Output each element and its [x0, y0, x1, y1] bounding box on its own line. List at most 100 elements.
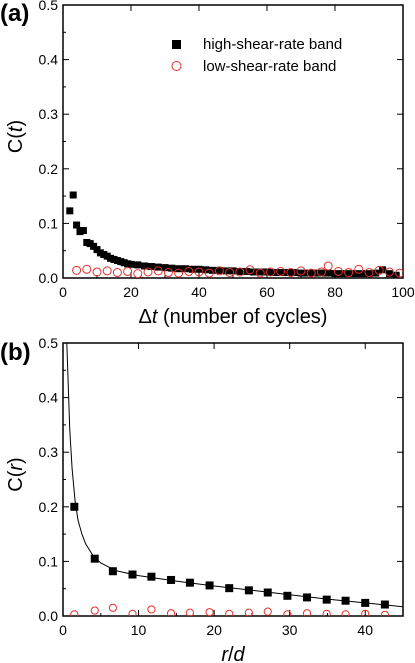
data-point-low-shear [82, 264, 92, 274]
data-point-high-shear [311, 269, 319, 277]
data-point-low-shear [184, 266, 194, 276]
x-tick-label: 100 [391, 284, 415, 300]
data-point-low-shear [364, 268, 374, 278]
data-point-low-shear [133, 269, 143, 278]
data-point-low-shear [214, 266, 224, 276]
data-point-high-shear [256, 268, 264, 276]
data-point-high-shear [168, 264, 176, 272]
y-tick-label: 0.0 [39, 270, 59, 286]
data-point-low-shear [276, 266, 286, 276]
y-tick-label: 0.4 [39, 390, 59, 406]
data-point-low-shear [380, 610, 389, 616]
data-point-high-shear [161, 264, 169, 272]
data-point-low-shear [384, 267, 394, 277]
x-tick-label: 80 [327, 284, 343, 300]
data-point-low-shear [147, 605, 156, 614]
y-tick-label: 0.4 [39, 52, 59, 68]
data-point-low-shear [166, 609, 176, 616]
data-point-low-shear [341, 610, 350, 616]
x-axis-label-part: t [152, 306, 159, 328]
data-point-low-shear [185, 608, 195, 616]
data-point-low-shear [235, 267, 245, 277]
data-point-high-shear [147, 572, 156, 581]
y-axis-label-part: ) [5, 120, 27, 127]
data-point-low-shear [374, 265, 384, 275]
data-point-high-shear [379, 266, 387, 274]
y-tick-label: 0.5 [39, 0, 59, 13]
data-point-low-shear [204, 268, 214, 278]
data-point-low-shear [361, 609, 370, 616]
x-axis-label: Δt (number of cycles) [139, 306, 328, 328]
x-tick-label: 20 [123, 284, 139, 300]
plot-area [66, 191, 403, 278]
y-axis-label-part: t [5, 125, 27, 132]
legend-marker-low-shear [171, 61, 182, 71]
data-point-low-shear [174, 268, 184, 278]
data-point-high-shear [90, 554, 99, 563]
data-point-low-shear [244, 608, 253, 616]
panel-label: (b) [0, 339, 31, 366]
x-axis-label: r/d [221, 644, 245, 663]
y-tick-label: 0.2 [39, 161, 59, 177]
data-point-low-shear [128, 609, 137, 616]
x-tick-label: 0 [59, 284, 67, 300]
data-point-low-shear [302, 609, 312, 616]
y-axis-label: C(r) [5, 457, 27, 491]
x-tick-label: 10 [131, 622, 147, 638]
y-tick-label: 0.0 [39, 608, 59, 624]
data-point-low-shear [153, 266, 163, 276]
data-point-high-shear [324, 269, 332, 277]
data-point-high-shear [358, 270, 366, 278]
data-point-high-shear [351, 270, 359, 278]
x-axis-label-part: (number of cycles) [157, 306, 327, 328]
panel-b: 0 10 20 30 400.00.10.20.30.40.5(b)r/dC(r) [0, 335, 404, 663]
x-axis-label-part: Δ [139, 306, 152, 328]
data-point-low-shear [194, 267, 204, 277]
data-point-low-shear [143, 267, 153, 277]
data-point-low-shear [102, 266, 112, 276]
x-tick-label: 30 [282, 622, 298, 638]
y-tick-label: 0.1 [39, 553, 59, 569]
panel-a: 0 20 40 60 80 100 0.0 0.1 0.2 0.3 0.4 0.5 (a) Δt (num… [0, 0, 415, 328]
data-point-high-shear [385, 270, 393, 278]
x-tick-label: 40 [357, 622, 373, 638]
x-tick-label: 20 [206, 622, 222, 638]
legend-marker-high-shear [172, 40, 181, 49]
data-point-low-shear [322, 609, 331, 616]
y-axis-label-part: C( [5, 132, 27, 153]
data-point-high-shear [277, 269, 285, 277]
data-point-high-shear [195, 265, 203, 273]
data-point-low-shear [296, 266, 306, 276]
data-point-low-shear [163, 268, 173, 278]
data-point-high-shear [297, 269, 305, 277]
data-point-low-shear [112, 268, 122, 278]
x-axis-label-part: / [228, 644, 234, 663]
data-point-high-shear [202, 266, 210, 274]
data-point-low-shear [333, 266, 343, 276]
data-point-low-shear [205, 608, 214, 616]
data-point-low-shear [344, 268, 354, 278]
data-point-low-shear [123, 266, 133, 276]
data-point-low-shear [265, 267, 275, 277]
data-point-high-shear [290, 269, 298, 277]
data-point-low-shear [316, 267, 326, 277]
fit-curve [66, 343, 403, 608]
y-tick-label: 0.2 [39, 499, 59, 515]
data-point-low-shear [286, 268, 296, 278]
data-point-low-shear [245, 265, 255, 275]
data-point-low-shear [72, 265, 82, 275]
y-axis-label-part: ) [5, 457, 27, 464]
y-axis-label: C(t) [5, 120, 27, 153]
y-axis-label-part: C( [5, 470, 27, 491]
data-point-high-shear [345, 270, 353, 278]
data-point-high-shear [134, 261, 142, 269]
data-point-high-shear [215, 266, 223, 274]
data-point-low-shear [92, 267, 102, 277]
data-point-high-shear [236, 267, 244, 275]
data-point-low-shear [255, 268, 265, 278]
data-point-high-shear [79, 226, 87, 234]
panel-label: (a) [0, 0, 29, 27]
data-point-low-shear [306, 268, 316, 278]
y-axis-label-part: r [5, 463, 27, 471]
